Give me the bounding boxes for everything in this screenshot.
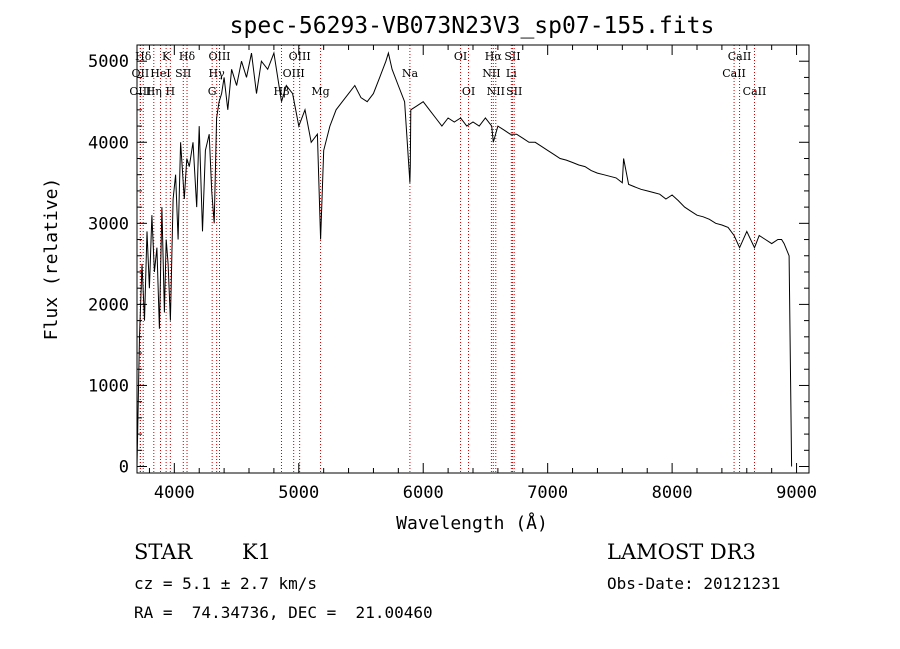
spectral-line-label: OI xyxy=(454,50,467,63)
survey-name: LAMOST DR3 xyxy=(607,540,756,564)
spectral-line-label: CaII xyxy=(728,50,752,63)
spectral-line-label: CaII xyxy=(743,85,767,98)
x-tick-label: 6000 xyxy=(403,483,444,503)
y-tick-label: 1000 xyxy=(88,376,129,396)
coordinates-readout: RA = 74.34736, DEC = 21.00460 xyxy=(134,603,433,622)
object-class: STAR xyxy=(134,540,193,564)
spectral-line-label: OIII xyxy=(208,50,230,63)
spectral-line-label: NII xyxy=(482,67,500,80)
spectral-line-label: Hα xyxy=(485,50,503,63)
spectral-line-label: OI xyxy=(462,85,475,98)
y-tick-label: 2000 xyxy=(88,295,129,315)
spectral-line-label: OII xyxy=(132,67,150,80)
x-tick-label: 9000 xyxy=(776,483,817,503)
spectral-line-label: SII xyxy=(175,67,191,80)
spectral-line-label: SII xyxy=(504,50,520,63)
spectral-line-label: NII xyxy=(487,85,505,98)
x-tick-label: 4000 xyxy=(154,483,195,503)
plot-frame xyxy=(136,44,810,474)
y-tick-label: 5000 xyxy=(88,52,129,72)
spectral-line-label: G xyxy=(208,85,217,98)
spectral-line-label: OIII xyxy=(289,50,311,63)
y-axis-label: Flux (relative) xyxy=(41,178,62,341)
x-tick-label: 7000 xyxy=(527,483,568,503)
spectral-line-label: OIII xyxy=(129,85,151,98)
spectral-line-label: HeI xyxy=(150,67,170,80)
x-tick-label: 5000 xyxy=(278,483,319,503)
x-axis-ticks: 4000 5000 6000 7000 8000 9000 xyxy=(148,45,817,503)
spectral-line-label: Na xyxy=(402,67,419,80)
spectral-line-markers xyxy=(139,45,755,473)
spectral-line-label: Li xyxy=(506,67,517,80)
spectral-line-label: OIII xyxy=(283,67,305,80)
redshift-readout: cz = 5.1 ± 2.7 km/s xyxy=(134,574,318,593)
x-tick-label: 8000 xyxy=(652,483,693,503)
x-axis-label: Wavelength (Å) xyxy=(396,512,548,534)
spectrum-series-line xyxy=(136,51,793,467)
spectral-line-label: Mg xyxy=(311,85,329,98)
spectral-line-label: Hγ xyxy=(209,67,226,80)
y-tick-label: 4000 xyxy=(88,133,129,153)
spectral-line-label: Hη xyxy=(146,85,162,98)
spectral-line-label: CaII xyxy=(722,67,746,80)
chart-title: spec-56293-VB073N23V3_sp07-155.fits xyxy=(230,13,715,39)
y-tick-label: 3000 xyxy=(88,214,129,234)
spectral-line-label: Hδ xyxy=(179,50,196,63)
spectral-line-label: K xyxy=(162,50,171,63)
spectral-subclass: K1 xyxy=(242,540,272,564)
spectral-line-label: SII xyxy=(506,85,522,98)
y-tick-label: 0 xyxy=(119,458,129,478)
obs-date-readout: Obs-Date: 20121231 xyxy=(607,574,781,593)
spectral-line-label: Hδ xyxy=(135,50,152,63)
y-axis-ticks: 0 1000 2000 3000 4000 5000 xyxy=(88,52,809,478)
spectral-line-label: H xyxy=(166,85,176,98)
